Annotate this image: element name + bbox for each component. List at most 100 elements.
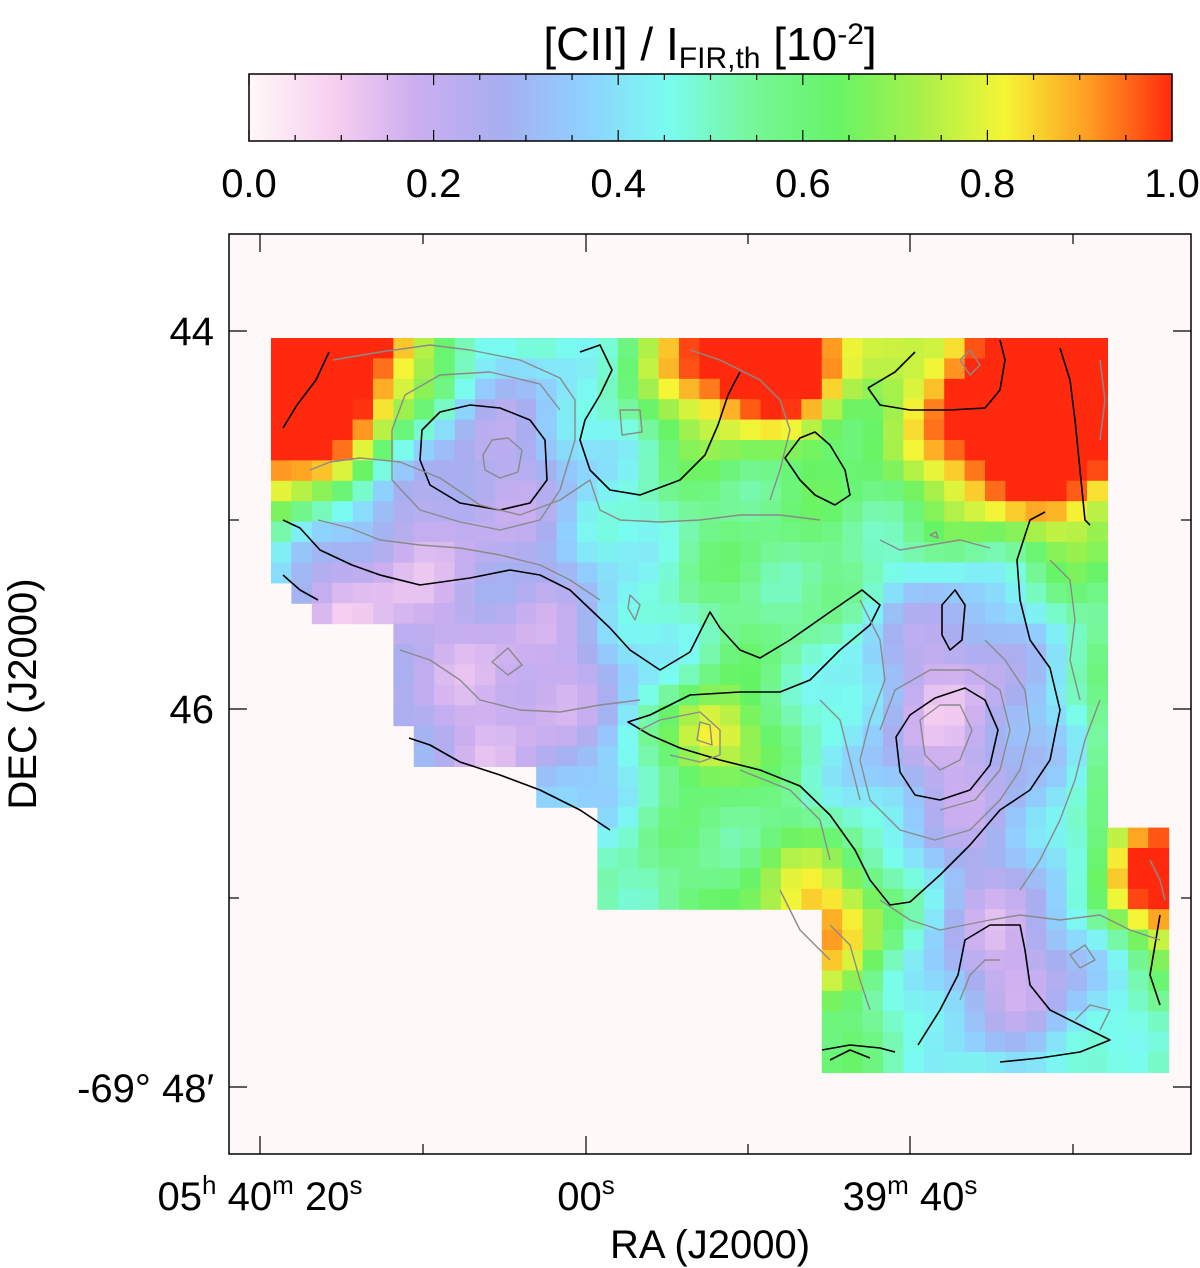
heatmap-cell [821, 521, 843, 543]
heatmap-cell [760, 807, 782, 829]
heatmap-cell [454, 460, 476, 482]
heatmap-cell [944, 338, 966, 359]
heatmap-cell [658, 521, 680, 543]
heatmap-cell [1066, 623, 1088, 645]
heatmap-cell [821, 603, 843, 625]
heatmap-cell [679, 582, 700, 604]
heatmap-cell [699, 807, 721, 829]
heatmap-cell [842, 644, 864, 665]
heatmap-cell [719, 358, 741, 380]
heatmap-cell [740, 419, 762, 441]
heatmap-cell [719, 542, 741, 563]
heatmap-cell [515, 725, 537, 747]
heatmap-cell [1005, 705, 1027, 727]
heatmap-cell [434, 705, 456, 727]
heatmap-cell [944, 378, 966, 400]
heatmap-cell [821, 419, 843, 441]
heatmap-cell [1127, 950, 1149, 971]
heatmap-cell [1005, 460, 1027, 482]
heatmap-cell [373, 562, 394, 584]
heatmap-cell [944, 725, 966, 747]
heatmap-cell [740, 338, 762, 359]
heatmap-cell [1148, 827, 1170, 849]
heatmap-cell [740, 807, 762, 829]
heatmap-cell [821, 440, 843, 461]
heatmap-cell [883, 664, 904, 686]
heatmap-cell [923, 1031, 945, 1053]
heatmap-cell [1046, 1052, 1068, 1073]
heatmap-cell [638, 501, 660, 523]
contour-black [1149, 914, 1161, 1006]
heatmap-cell [638, 848, 660, 869]
heatmap-cell [597, 766, 619, 788]
heatmap-cell [475, 603, 496, 625]
heatmap-cell [536, 338, 558, 359]
heatmap-cell [903, 868, 925, 890]
heatmap-cell [413, 562, 435, 584]
heatmap-cell [475, 521, 496, 543]
heatmap-cell [923, 480, 945, 502]
heatmap-cell [1005, 338, 1027, 359]
heatmap-cell [923, 542, 945, 563]
heatmap-cell [985, 644, 1006, 665]
heatmap-cell [760, 848, 782, 869]
contour-black [419, 404, 548, 511]
contour-black [282, 511, 1061, 906]
heatmap-cell [883, 1052, 904, 1073]
heatmap-cell [1087, 623, 1108, 645]
heatmap-cell [862, 827, 884, 849]
heatmap-cell [475, 480, 496, 502]
heatmap-cell [1066, 725, 1088, 747]
heatmap-cell [740, 378, 762, 400]
heatmap-cell [311, 521, 333, 543]
heatmap-cell [679, 480, 700, 502]
heatmap-cell [515, 501, 537, 523]
heatmap-cell [373, 358, 394, 380]
heatmap-cell [597, 338, 619, 359]
heatmap-cell [801, 542, 823, 563]
heatmap-cell [964, 807, 986, 829]
heatmap-cell [577, 644, 598, 665]
heatmap-cell [862, 786, 884, 808]
heatmap-cell [311, 358, 333, 380]
heatmap-cell [923, 378, 945, 400]
heatmap-cell [515, 521, 537, 543]
heatmap-cell [862, 338, 884, 359]
heatmap-cell [781, 480, 802, 502]
heatmap-cell [1005, 623, 1027, 645]
heatmap-cell [883, 521, 904, 543]
heatmap-cell [617, 746, 639, 767]
heatmap-cell [1005, 684, 1027, 706]
heatmap-cell [944, 603, 966, 625]
contour-gray [779, 889, 831, 961]
heatmap-cell [699, 460, 721, 482]
heatmap-cell [679, 705, 700, 727]
heatmap-cell [1046, 705, 1068, 727]
heatmap-cell [352, 419, 374, 441]
heatmap-cell [495, 521, 517, 543]
heatmap-cell [617, 725, 639, 747]
heatmap-cell [964, 399, 986, 421]
heatmap-cell [883, 827, 904, 849]
heatmap-cell [271, 521, 292, 543]
heatmap-cell [985, 440, 1006, 461]
heatmap-cell [760, 746, 782, 767]
heatmap-cell [495, 562, 517, 584]
heatmap-cell [821, 746, 843, 767]
heatmap-cell [1148, 1011, 1170, 1033]
heatmap-cell [352, 460, 374, 482]
heatmap-cell [883, 480, 904, 502]
heatmap-cell [781, 868, 802, 890]
heatmap-cell [1005, 644, 1027, 665]
heatmap-cell [597, 786, 619, 808]
heatmap-cell [1087, 970, 1108, 992]
heatmap-cell [903, 786, 925, 808]
heatmap-cell [1046, 725, 1068, 747]
heatmap-cell [842, 603, 864, 625]
heatmap-cell [556, 766, 578, 788]
heatmap-cell [1066, 990, 1088, 1012]
contour-gray [619, 409, 643, 436]
heatmap-cell [944, 786, 966, 808]
heatmap-cell [638, 623, 660, 645]
heatmap-cell [1046, 603, 1068, 625]
